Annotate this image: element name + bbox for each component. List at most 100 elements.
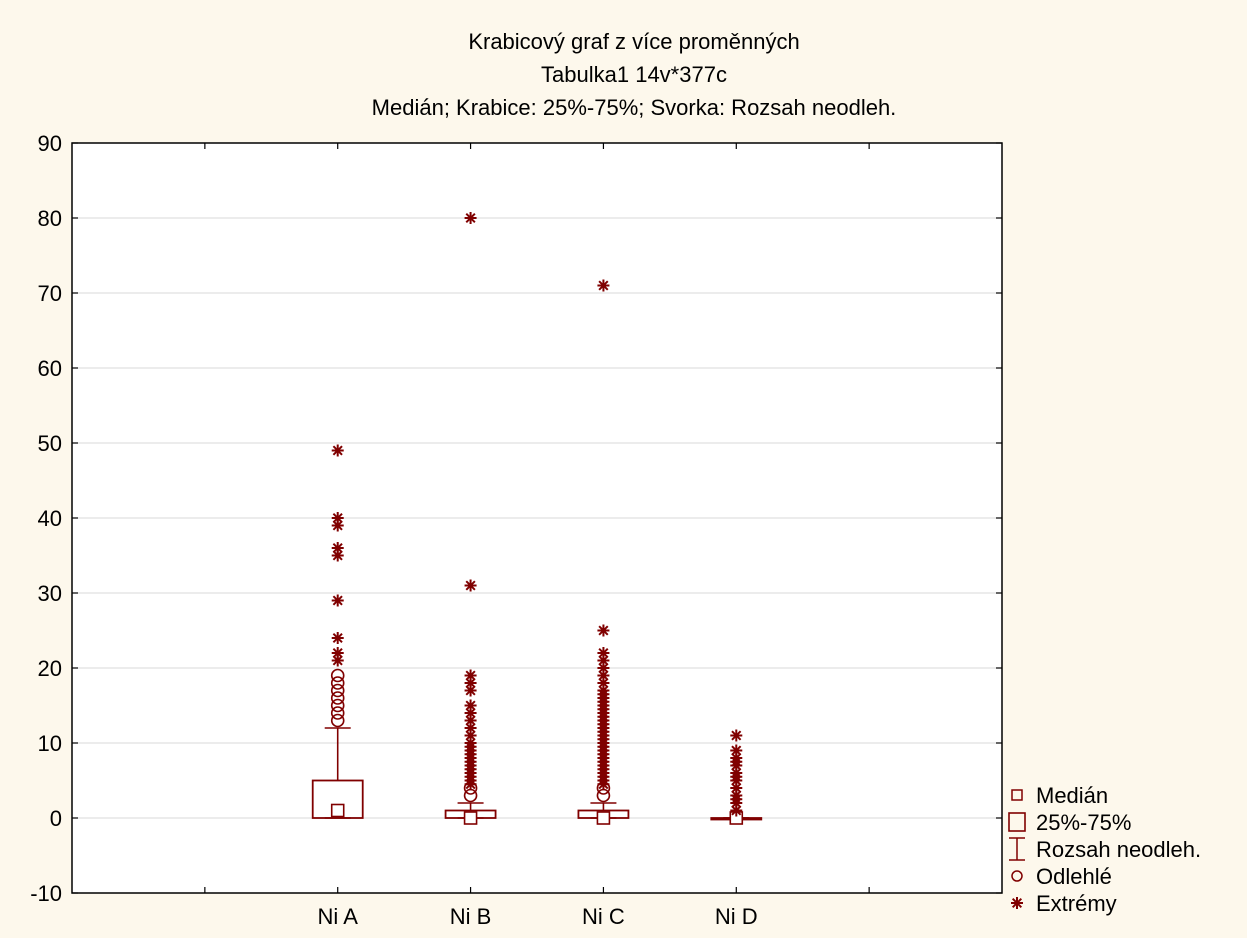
extreme-point	[597, 647, 610, 659]
chart-subtitle-2: Medián; Krabice: 25%-75%; Svorka: Rozsah…	[372, 95, 897, 120]
iqr-box	[311, 779, 364, 819]
legend-item-whisker: Rozsah neodleh.	[1009, 837, 1201, 862]
y-tick-label: 20	[38, 656, 62, 681]
extreme-stroke	[731, 790, 742, 801]
extreme-stroke	[598, 677, 609, 689]
y-tick-label: 70	[38, 281, 62, 306]
outlier-point	[330, 698, 345, 713]
extreme-stroke	[465, 212, 476, 224]
legend-item-outlier: Odlehlé	[1011, 864, 1112, 889]
y-tick-label: 90	[38, 131, 62, 156]
extreme-stroke	[598, 280, 609, 291]
extreme-point	[597, 662, 610, 674]
extreme-point	[331, 444, 344, 457]
extreme-point	[331, 647, 344, 659]
extreme-point	[331, 654, 344, 667]
extreme-stroke	[332, 632, 343, 644]
extreme-stroke	[731, 730, 742, 741]
extreme-point	[597, 654, 610, 667]
grid-lines	[72, 217, 1002, 819]
chart-subtitle: Tabulka1 14v*377c	[541, 62, 727, 87]
extreme-stroke	[598, 670, 609, 681]
extreme-stroke	[332, 655, 343, 666]
extreme-point	[331, 512, 344, 524]
legend-label: Odlehlé	[1036, 864, 1112, 889]
extreme-stroke	[598, 655, 609, 666]
chart-title: Krabicový graf z více proměnných	[468, 29, 799, 54]
extreme-stroke	[465, 670, 476, 681]
extreme-point	[597, 684, 610, 697]
extreme-stroke	[332, 595, 343, 606]
y-tick-label: 0	[50, 806, 62, 831]
outlier-point	[330, 706, 345, 720]
extreme-point	[331, 542, 344, 554]
outlier-point	[330, 691, 345, 705]
extreme-point	[464, 699, 477, 712]
y-tick-label: 30	[38, 581, 62, 606]
legend-box-icon	[1008, 812, 1026, 832]
extreme-stroke	[465, 737, 476, 749]
extreme-stroke	[332, 520, 343, 531]
extreme-point	[597, 669, 610, 682]
extreme-stroke	[465, 677, 476, 689]
y-tick-label: 60	[38, 356, 62, 381]
extreme-stroke	[598, 625, 609, 636]
x-tick-label: Ni A	[318, 904, 359, 929]
median-marker	[596, 811, 611, 825]
extreme-point	[331, 594, 344, 607]
legend-label: Rozsah neodleh.	[1036, 837, 1201, 862]
extreme-stroke	[731, 767, 742, 779]
x-axis-ticks: Ni A Ni B Ni C Ni D	[204, 143, 870, 929]
legend-median-icon	[1011, 789, 1023, 801]
y-axis-ticks: -10 0 10 20 30 40 50 60 70 80 90	[30, 131, 1002, 906]
extreme-point	[597, 624, 610, 637]
extreme-stroke	[465, 722, 476, 734]
extreme-stroke	[332, 542, 343, 554]
outlier-point	[330, 668, 345, 683]
extreme-point	[597, 279, 610, 292]
y-tick-label: 40	[38, 506, 62, 531]
x-tick-label: Ni C	[582, 904, 625, 929]
y-tick-label: 10	[38, 731, 62, 756]
box-group-ni-b	[444, 212, 497, 825]
extreme-stroke	[465, 707, 476, 719]
legend-item-box: 25%-75%	[1008, 810, 1131, 835]
extreme-stroke	[598, 662, 609, 674]
extreme-point	[730, 729, 743, 742]
extreme-stroke	[731, 782, 742, 794]
extreme-point	[464, 212, 477, 224]
extreme-stroke	[1011, 897, 1023, 909]
extreme-stroke	[465, 580, 476, 591]
extreme-stroke	[731, 745, 742, 756]
extreme-stroke	[332, 512, 343, 524]
extreme-stroke	[465, 700, 476, 711]
extreme-point	[464, 579, 477, 592]
extreme-point	[464, 707, 477, 719]
extreme-stroke	[731, 805, 742, 816]
extreme-stroke	[598, 647, 609, 659]
legend-label: 25%-75%	[1036, 810, 1131, 835]
x-tick-label: Ni B	[450, 904, 492, 929]
legend-label: Extrémy	[1036, 891, 1117, 916]
extreme-stroke	[332, 445, 343, 456]
extreme-point	[464, 714, 477, 727]
y-tick-label: 50	[38, 431, 62, 456]
extreme-point	[464, 737, 477, 749]
median-marker	[463, 811, 478, 825]
extreme-stroke	[731, 752, 742, 764]
extreme-stroke	[465, 715, 476, 726]
box-group-ni-c	[577, 279, 630, 825]
extreme-point	[1011, 897, 1023, 909]
extreme-stroke	[465, 685, 476, 696]
y-tick-label: -10	[30, 881, 62, 906]
extreme-stroke	[598, 685, 609, 696]
outlier-point	[330, 713, 345, 728]
extreme-point	[331, 632, 344, 644]
plot-border	[71, 142, 1003, 894]
y-tick-label: 80	[38, 206, 62, 231]
x-tick-label: Ni D	[715, 904, 758, 929]
median-marker	[330, 803, 345, 818]
